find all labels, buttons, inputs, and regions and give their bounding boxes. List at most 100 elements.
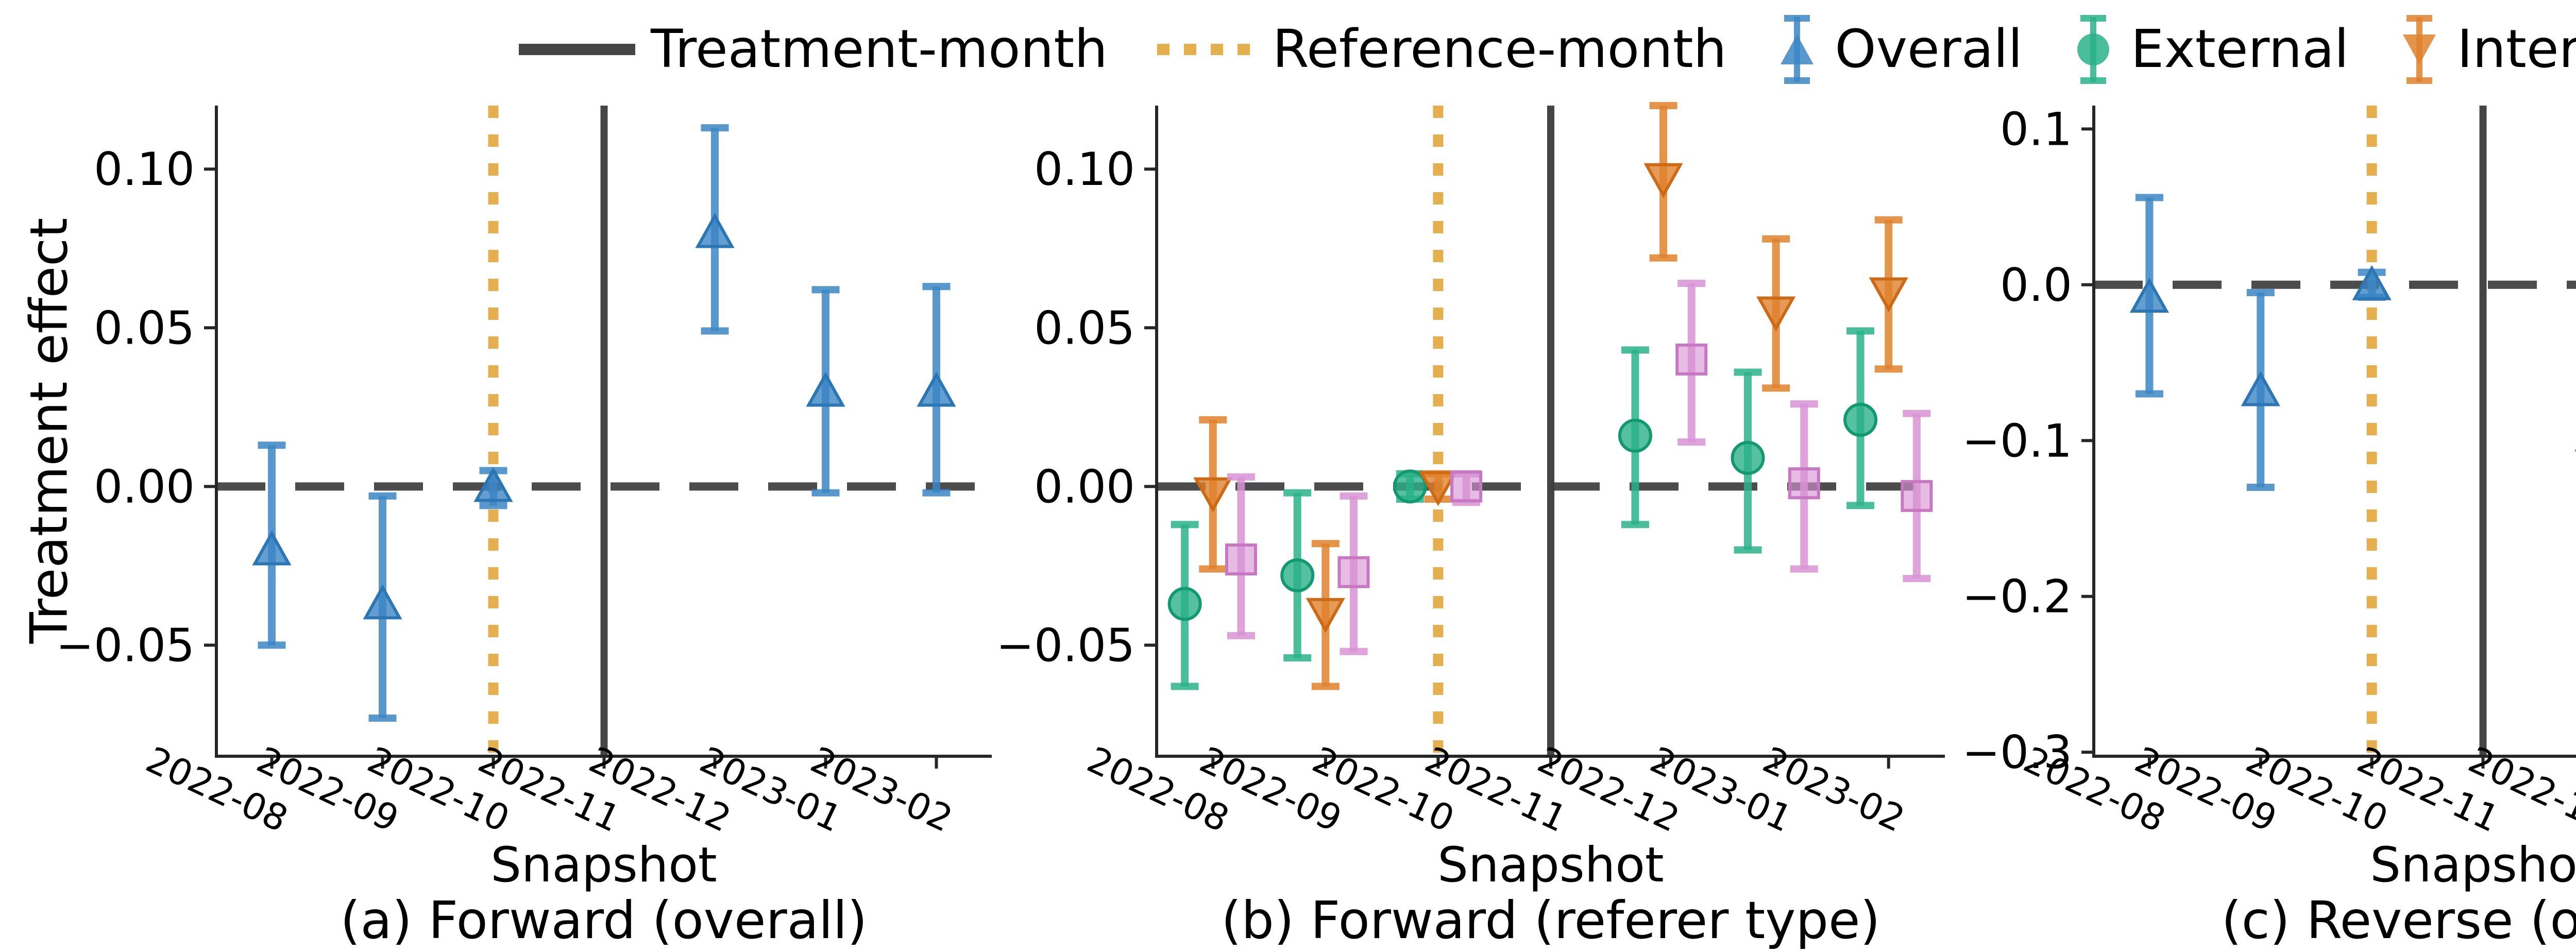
panel-b-internal-marker-2023-01 xyxy=(1756,296,1796,332)
panel-b-ytick-label: 0.10 xyxy=(1034,143,1135,196)
legend-item-overall: Overall xyxy=(1774,11,2023,88)
panel-b-unknown-2023-02-cap-lower xyxy=(1903,574,1931,582)
legend-item-internal: Internal xyxy=(2396,11,2576,88)
solid-line-swatch xyxy=(519,43,635,55)
panel-a-ytick-label: 0.00 xyxy=(94,460,195,513)
panel-b-internal-2023-02-cap-upper xyxy=(1874,216,1903,224)
panel-a-overall-2022-08-cap-lower xyxy=(258,641,286,649)
panel-c-ytick-label: 0.1 xyxy=(2000,103,2072,156)
panel-a-overall-marker-2022-08 xyxy=(252,530,292,566)
treatment-month-line-icon xyxy=(519,43,635,55)
caption-panel-b: (b) Forward (referer type) xyxy=(1221,890,1880,950)
cap xyxy=(2080,77,2106,84)
triangle-up-marker xyxy=(1781,34,1814,64)
panel-c-overall-2022-09-cap-upper xyxy=(2246,288,2275,296)
legend-label-reference-month: Reference-month xyxy=(1272,18,1727,80)
panel-c-ytick-label: −0.2 xyxy=(1962,570,2072,623)
panel-b-external-2022-09-cap-upper xyxy=(1283,489,1312,497)
panel-b-unknown-marker-2022-12 xyxy=(1675,343,1708,376)
panel-b-internal-2023-01-cap-upper xyxy=(1762,235,1790,243)
x-axis-label-panel-a: Snapshot xyxy=(490,837,717,893)
panel-b-external-marker-2023-01 xyxy=(1731,440,1765,475)
cap xyxy=(1784,77,1810,84)
panel-b-unknown-marker-2022-10 xyxy=(1450,470,1483,503)
panel-b-unknown-2023-01-cap-upper xyxy=(1790,400,1818,408)
panel-b-unknown-2023-01-cap-lower xyxy=(1790,565,1818,573)
panel-c-ytick-label: −0.3 xyxy=(1962,726,2072,779)
panel-b-external-marker-2022-12 xyxy=(1618,418,1652,453)
panel-b-internal-marker-2022-08 xyxy=(1193,477,1233,513)
legend-label-internal: Internal xyxy=(2457,18,2576,80)
panel-b-external-2022-08-cap-lower xyxy=(1171,683,1199,690)
panel-b-unknown-2022-12-cap-lower xyxy=(1677,438,1706,446)
legend-label-overall: Overall xyxy=(1835,18,2023,80)
dot xyxy=(1237,43,1250,55)
panel-a-overall-2023-01-cap-lower xyxy=(811,489,840,497)
cap xyxy=(1784,14,1810,22)
panel-b-ytick-label: 0.05 xyxy=(1034,301,1135,354)
panel-b-external-2022-09-cap-lower xyxy=(1283,654,1312,662)
panel-c-overall-2022-08-cap-upper xyxy=(2135,194,2163,201)
dot xyxy=(1210,43,1223,55)
overall-triangle-up-icon xyxy=(1781,14,1814,84)
panel-c-overall-marker-2022-10 xyxy=(2352,265,2392,300)
panel-b-internal-marker-2022-12 xyxy=(1643,163,1683,198)
panel-b-unknown-2022-08-cap-upper xyxy=(1227,473,1255,481)
caption-panel-a: (a) Forward (overall) xyxy=(340,890,868,950)
panel-b-internal-marker-2022-09 xyxy=(1306,598,1345,633)
panel-b-internal-marker-2023-02 xyxy=(1869,277,1908,313)
panel-b-unknown-2022-09-cap-upper xyxy=(1340,492,1368,500)
panel-b-external-2023-01-cap-lower xyxy=(1734,546,1762,554)
panel-b-external-2022-12-cap-upper xyxy=(1621,346,1649,354)
panel-b-internal-2022-09-cap-lower xyxy=(1311,683,1340,690)
internal-triangle-down-icon xyxy=(2403,14,2436,84)
panel-b-unknown-2022-08-cap-lower xyxy=(1227,632,1255,639)
panel-a-ytick-label: −0.05 xyxy=(56,619,195,672)
circle-marker xyxy=(2077,33,2109,65)
panel-b-unknown-marker-2022-09 xyxy=(1337,556,1370,588)
triangle-down-marker xyxy=(2403,34,2436,64)
panel-b-external-2023-02-cap-upper xyxy=(1846,327,1875,335)
dot xyxy=(1157,43,1170,55)
external-circle-icon xyxy=(2077,14,2109,84)
legend-item-reference-month: Reference-month xyxy=(1155,11,1727,88)
panel-c-overall-2022-08-cap-lower xyxy=(2135,390,2163,398)
panel-c-ytick-label: −0.1 xyxy=(1962,414,2072,467)
panel-b-internal-marker-2022-10 xyxy=(1418,471,1458,506)
reference-month-dotted-line-icon xyxy=(1157,43,1250,55)
caption-panel-c: (c) Reverse (overall) xyxy=(2221,890,2576,950)
x-axis-label-panel-c: Snapshot xyxy=(2370,837,2576,893)
panel-b-unknown-2023-02-cap-upper xyxy=(1903,410,1931,417)
panel-a-overall-2022-09-cap-upper xyxy=(368,492,397,500)
panel-a-ytick-label: 0.05 xyxy=(94,301,195,354)
panel-c-ytick-label: 0.0 xyxy=(2000,259,2072,312)
panel-b-internal-2023-01-cap-lower xyxy=(1762,384,1790,392)
panel-b-internal-2022-08-cap-lower xyxy=(1199,565,1227,573)
panel-c-overall-2022-09-cap-lower xyxy=(2246,483,2275,491)
panel-a-overall-2022-08-cap-upper xyxy=(258,441,286,449)
dot xyxy=(1183,43,1196,55)
panel-b-ytick-label: −0.05 xyxy=(996,619,1135,672)
panel-b-unknown-2022-12-cap-upper xyxy=(1677,280,1706,287)
panel-b-external-marker-2022-10 xyxy=(1393,469,1427,504)
panel-c-overall-marker-2022-08 xyxy=(2129,277,2170,313)
panel-b-external-2022-08-cap-upper xyxy=(1171,521,1199,529)
x-axis-label-panel-b: Snapshot xyxy=(1437,837,1664,893)
panel-a-overall-2022-09-cap-lower xyxy=(368,715,397,722)
panel-b-unknown-2022-09-cap-lower xyxy=(1340,648,1368,655)
panel-b-unknown-marker-2022-08 xyxy=(1225,543,1257,576)
cap xyxy=(2080,14,2106,22)
panel-b-external-2023-02-cap-lower xyxy=(1846,502,1875,509)
panel-b-external-marker-2022-08 xyxy=(1167,587,1202,621)
legend-label-external: External xyxy=(2130,18,2349,80)
panel-b-external-2022-12-cap-lower xyxy=(1621,521,1649,529)
y-axis-label: Treatment effect xyxy=(19,217,79,644)
panel-a-ytick-label: 0.10 xyxy=(94,143,195,196)
panel-b-external-2023-01-cap-upper xyxy=(1734,368,1762,376)
panel-a-overall-marker-2022-10 xyxy=(473,467,513,502)
panel-a-overall-marker-2023-01 xyxy=(806,371,845,407)
panel-a-overall-marker-2022-12 xyxy=(695,213,735,248)
panel-a-overall-marker-2023-02 xyxy=(917,371,956,407)
panel-a-overall-2022-10-cap-lower xyxy=(479,502,507,509)
